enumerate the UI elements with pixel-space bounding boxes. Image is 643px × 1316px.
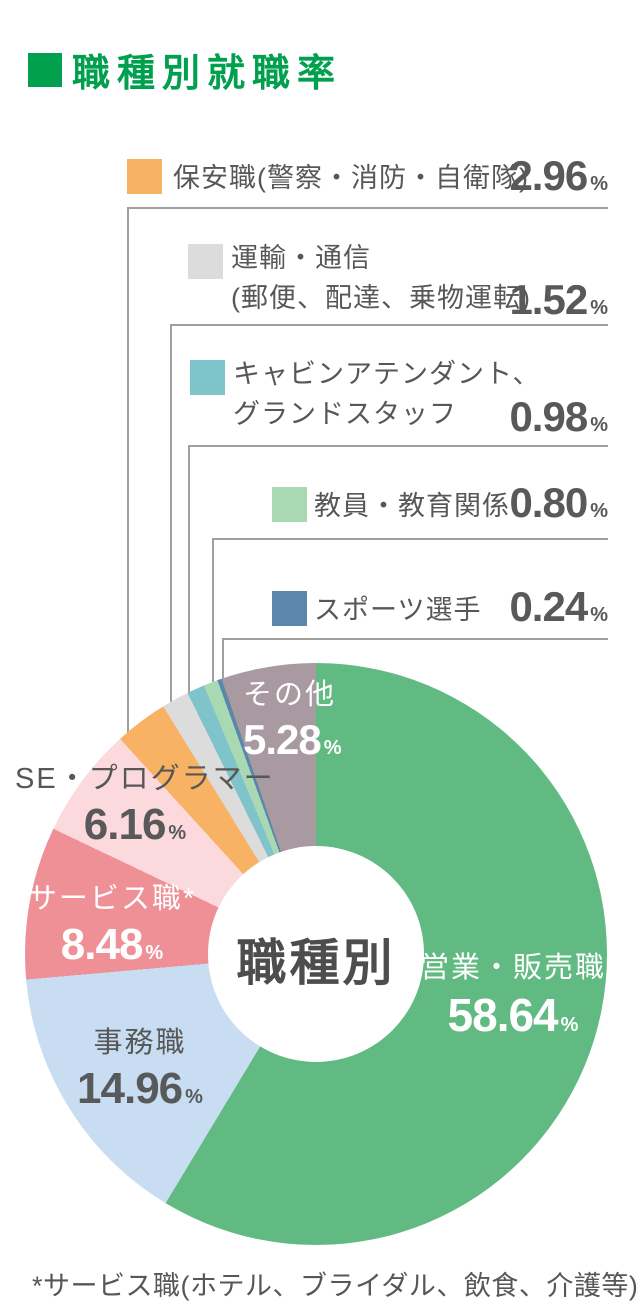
legend-value-unyu: 1.52%	[509, 279, 608, 321]
legend-label-unyu: 運輸・通信 (郵便、配達、乗物運転)	[231, 238, 531, 318]
slice-label-jimu: 事務職 14.96%	[45, 1027, 235, 1113]
percent-sign: %	[145, 941, 164, 964]
callout-line-hoan	[127, 207, 608, 209]
legend-label-cabin: キャビンアテンダント、 グランドスタッフ	[233, 354, 540, 434]
page-title: 職種別就職率	[28, 42, 342, 97]
slice-name: 事務職	[93, 1027, 187, 1059]
slice-value-number: 6.16	[83, 799, 167, 849]
callout-line-cabin	[188, 445, 608, 447]
legend-label-sports: スポーツ選手	[314, 590, 481, 630]
slice-value-number: 8.48	[60, 919, 144, 969]
callout-line-sports	[222, 638, 608, 640]
legend-label-line: (郵便、配達、乗物運転)	[231, 283, 531, 313]
percent-sign: %	[590, 297, 608, 319]
legend-value-number: 0.80	[509, 479, 588, 526]
callout-line-kyoin-vertical	[212, 538, 214, 682]
legend-label-kyoin: 教員・教育関係	[314, 486, 510, 526]
legend-label-line: スポーツ選手	[314, 595, 482, 625]
legend-label-line: 教員・教育関係	[314, 491, 510, 521]
slice-name: サービス職*	[27, 883, 197, 915]
slice-name: 営業・販売職	[419, 952, 606, 984]
legend-value-kyoin: 0.80%	[509, 482, 608, 524]
callout-line-cabin-vertical	[188, 445, 190, 693]
callout-line-sports-vertical	[222, 638, 224, 679]
slice-label-sonota: その他 5.28%	[243, 679, 393, 763]
footnote: *サービス職(ホテル、ブライダル、飲食、介護等)	[32, 1271, 639, 1301]
legend-label-line: 保安職(警察・消防・自衛隊)	[173, 163, 529, 193]
percent-sign: %	[185, 1085, 203, 1108]
slice-value-number: 58.64	[447, 988, 559, 1041]
legend-value-number: 0.24	[509, 583, 588, 630]
legend-swatch-unyu	[188, 244, 223, 279]
callout-line-unyu-vertical	[170, 324, 172, 702]
donut-hole: 職種別	[208, 846, 424, 1062]
callout-line-hoan-vertical	[127, 207, 129, 733]
percent-sign: %	[560, 1013, 579, 1036]
slice-value-number: 5.28	[243, 715, 322, 763]
donut-center-label: 職種別	[236, 935, 396, 991]
callout-line-kyoin	[212, 538, 608, 540]
legend-label-line: 運輸・通信	[231, 243, 371, 273]
percent-sign: %	[590, 604, 608, 626]
legend-value-number: 0.98	[509, 393, 588, 440]
legend-label-line: キャビンアテンダント、	[233, 359, 541, 389]
legend-value-cabin: 0.98%	[509, 396, 608, 438]
slice-name: SE・プログラマー	[15, 763, 275, 795]
legend-value-sports: 0.24%	[509, 586, 608, 628]
legend-label-line: グランドスタッフ	[233, 399, 457, 429]
callout-line-unyu	[170, 324, 608, 326]
legend-swatch-kyoin	[272, 487, 307, 522]
legend-value-number: 1.52	[509, 276, 588, 323]
legend-swatch-cabin	[190, 360, 225, 395]
percent-sign: %	[323, 736, 342, 759]
slice-label-se-programmer: SE・プログラマー 6.16%	[15, 763, 275, 849]
legend-swatch-sports	[272, 591, 307, 626]
legend-value-hoan: 2.96%	[509, 155, 608, 197]
slice-label-service: サービス職* 8.48%	[22, 883, 202, 969]
slice-value-number: 14.96	[77, 1063, 183, 1113]
title-square-icon	[28, 52, 62, 87]
percent-sign: %	[590, 500, 608, 522]
legend-label-hoan: 保安職(警察・消防・自衛隊)	[173, 158, 529, 198]
legend-swatch-hoan	[127, 159, 162, 194]
legend-value-number: 2.96	[509, 152, 588, 199]
slice-label-eigyo-hanbai: 営業・販売職 58.64%	[408, 952, 618, 1041]
donut-chart: 職種別	[25, 663, 607, 1245]
slice-name: その他	[243, 679, 337, 711]
percent-sign: %	[590, 173, 608, 195]
percent-sign: %	[590, 414, 608, 436]
page-title-text: 職種別就職率	[72, 53, 343, 95]
percent-sign: %	[168, 821, 187, 844]
